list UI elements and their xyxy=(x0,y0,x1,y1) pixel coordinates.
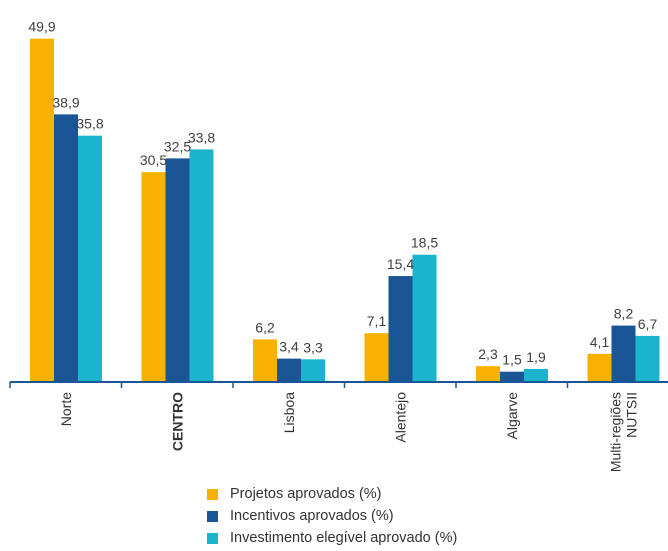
bar-investimento-multi-regioes-nutsii xyxy=(635,335,660,382)
bar-incentivos-alentejo xyxy=(388,276,413,382)
bar-projetos-lisboa xyxy=(253,339,277,382)
value-label-incentivos-multi-regioes-nutsii: 8,2 xyxy=(614,306,634,322)
legend-swatch-incentivos xyxy=(207,510,218,522)
value-label-projetos-lisboa: 6,2 xyxy=(255,319,275,335)
bar-projetos-norte xyxy=(30,38,54,383)
bar-chart: 49,9 38,9 35,8 30,532,533,8 6,23,4 3,3 7,1 15,4… xyxy=(9,19,668,472)
bar-investimento-centro xyxy=(189,149,214,382)
value-labels-group: 49,9 38,9 35,8 30,532,533,8 6,23,4 3,3 7,1 15,4… xyxy=(28,19,657,368)
value-label-investimento-algarve: 1,9 xyxy=(526,349,546,365)
bars-group xyxy=(30,38,660,383)
value-label-projetos-algarve: 2,3 xyxy=(478,346,498,362)
category-label-multi-regioes-nutsii: Multi-regiões NUTSII xyxy=(607,392,639,472)
bar-incentivos-algarve xyxy=(500,371,524,382)
value-label-investimento-alentejo: 18,5 xyxy=(411,235,438,251)
category-label-lisboa: Lisboa xyxy=(281,392,297,433)
category-label-alentejo: Alentejo xyxy=(392,392,408,443)
bar-incentivos-centro xyxy=(165,158,190,382)
bar-incentivos-lisboa xyxy=(277,358,301,382)
legend-label-investimento: Investimento elegível aprovado (%) xyxy=(230,530,458,546)
bar-projetos-multi-regioes-nutsii xyxy=(587,353,612,382)
category-label-line: Norte xyxy=(58,392,74,426)
legend-swatch-projetos xyxy=(207,488,218,500)
value-label-investimento-norte: 35,8 xyxy=(76,116,103,132)
category-label-line: CENTRO xyxy=(169,392,185,451)
legend-label-incentivos: Incentivos aprovados (%) xyxy=(230,508,394,524)
legend-item-incentivos: Incentivos aprovados (%) xyxy=(207,505,457,527)
value-label-investimento-multi-regioes-nutsii: 6,7 xyxy=(638,316,658,332)
category-label-centro: CENTRO xyxy=(169,392,185,451)
value-label-projetos-centro: 30,5 xyxy=(140,152,167,168)
value-label-projetos-alentejo: 7,1 xyxy=(367,313,387,329)
legend: Projetos aprovados (%) Incentivos aprova… xyxy=(207,483,457,549)
bar-investimento-algarve xyxy=(524,368,548,382)
bar-incentivos-norte xyxy=(54,114,78,383)
category-label-line: Lisboa xyxy=(281,392,297,433)
legend-swatch-investimento xyxy=(207,532,218,544)
value-label-incentivos-alentejo: 15,4 xyxy=(387,256,414,272)
category-label-line: Multi-regiões xyxy=(607,392,623,472)
value-label-projetos-multi-regioes-nutsii: 4,1 xyxy=(590,334,610,350)
value-label-incentivos-centro: 32,5 xyxy=(164,138,191,154)
bar-incentivos-multi-regioes-nutsii xyxy=(611,325,636,382)
value-label-incentivos-algarve: 1,5 xyxy=(502,352,522,368)
value-label-projetos-norte: 49,9 xyxy=(28,19,55,35)
bar-investimento-norte xyxy=(78,135,102,382)
bar-projetos-algarve xyxy=(476,366,500,382)
legend-item-projetos: Projetos aprovados (%) xyxy=(207,483,457,505)
category-labels-group: Norte CENTRO Lisboa Alentejo Algarve Multi-re… xyxy=(58,392,640,472)
category-label-line: Algarve xyxy=(504,392,520,440)
category-label-line: Alentejo xyxy=(392,392,408,443)
value-label-investimento-centro: 33,8 xyxy=(188,129,215,145)
bar-investimento-lisboa xyxy=(301,359,325,382)
value-label-incentivos-lisboa: 3,4 xyxy=(279,339,299,355)
value-label-incentivos-norte: 38,9 xyxy=(52,94,79,110)
legend-item-investimento: Investimento elegível aprovado (%) xyxy=(207,527,457,549)
category-label-algarve: Algarve xyxy=(504,392,520,440)
legend-label-projetos: Projetos aprovados (%) xyxy=(230,486,382,502)
bar-projetos-centro xyxy=(141,172,166,382)
bar-investimento-alentejo xyxy=(412,254,437,382)
x-axis-ticks xyxy=(9,382,569,388)
bar-projetos-alentejo xyxy=(364,333,389,382)
value-label-investimento-lisboa: 3,3 xyxy=(303,339,323,355)
category-label-line: NUTSII xyxy=(623,392,639,438)
category-label-norte: Norte xyxy=(58,392,74,426)
